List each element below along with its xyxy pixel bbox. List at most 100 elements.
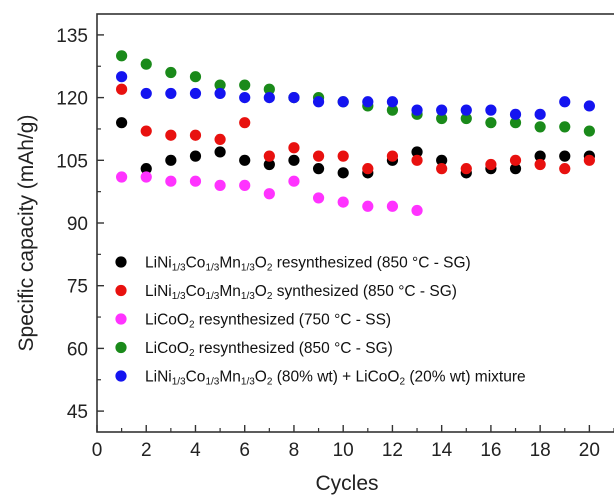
- data-point: [337, 150, 349, 162]
- data-point: [263, 188, 275, 200]
- y-tick-label: 60: [67, 339, 88, 360]
- x-tick-label: 2: [141, 440, 152, 461]
- data-point: [140, 163, 152, 175]
- data-point: [239, 179, 251, 191]
- y-tick-label: 45: [67, 402, 88, 423]
- data-point: [362, 200, 374, 212]
- data-point: [583, 154, 595, 166]
- data-point: [263, 150, 275, 162]
- data-point: [559, 163, 571, 175]
- data-point: [312, 192, 325, 204]
- data-point: [386, 150, 399, 162]
- y-axis-title: Specific capacity (mAh/g): [15, 115, 38, 352]
- data-point: [411, 146, 423, 158]
- data-point: [386, 96, 399, 108]
- data-point: [436, 112, 448, 125]
- data-point: [140, 87, 152, 100]
- data-point: [312, 163, 325, 175]
- data-point: [165, 66, 177, 79]
- x-tick-label: 18: [530, 440, 551, 461]
- legend-label: LiNi1/3Co1/3Mn1/3O2 (80% wt) + LiCoO2 (2…: [145, 369, 526, 388]
- data-point: [534, 108, 546, 120]
- data-point: [534, 121, 546, 133]
- data-point: [534, 158, 546, 171]
- data-point: [165, 175, 177, 187]
- data-point: [362, 163, 374, 175]
- data-point: [509, 117, 522, 129]
- data-point: [583, 125, 595, 137]
- data-point: [559, 121, 571, 133]
- series-3: [116, 171, 423, 217]
- data-point: [116, 117, 128, 129]
- data-point: [263, 92, 275, 104]
- data-point: [165, 129, 177, 141]
- data-point: [288, 175, 300, 187]
- data-point: [559, 96, 571, 108]
- series-5: [116, 71, 595, 120]
- x-tick-label: 20: [579, 440, 600, 461]
- y-tick-label: 120: [56, 89, 88, 110]
- data-point: [460, 104, 472, 116]
- data-point: [116, 83, 128, 95]
- x-tick-label: 10: [333, 440, 354, 461]
- y-tick-label: 135: [56, 26, 88, 47]
- x-tick-label: 8: [289, 440, 300, 461]
- data-point: [436, 163, 448, 175]
- data-point: [189, 71, 202, 83]
- data-point: [460, 163, 472, 175]
- data-point: [583, 100, 595, 112]
- legend-label: LiNi1/3Co1/3Mn1/3O2 resynthesized (850 °…: [145, 255, 471, 274]
- legend-label: LiCoO2 resynthesized (750 °C - SS): [145, 312, 391, 331]
- data-point: [189, 150, 202, 162]
- data-point: [337, 167, 349, 179]
- legend-marker: [115, 284, 127, 297]
- x-tick-label: 4: [190, 440, 201, 461]
- data-point: [116, 171, 128, 183]
- data-point: [386, 104, 399, 116]
- data-point: [485, 104, 497, 116]
- data-point: [239, 92, 251, 104]
- data-point: [214, 87, 226, 100]
- data-point: [263, 158, 275, 171]
- data-point: [214, 179, 226, 191]
- legend: LiNi1/3Co1/3Mn1/3O2 resynthesized (850 °…: [115, 255, 526, 388]
- legend-marker: [115, 341, 127, 354]
- x-axis: 0 2 4 6 8 10 12 14 16 18 20: [92, 425, 614, 461]
- data-point: [214, 133, 226, 145]
- legend-label: LiNi1/3Co1/3Mn1/3O2 synthesized (850 °C …: [145, 283, 457, 302]
- y-tick-label: 90: [67, 214, 88, 235]
- data-point: [386, 200, 399, 212]
- data-point: [288, 92, 300, 104]
- data-point: [214, 146, 226, 158]
- data-point: [509, 163, 522, 175]
- data-point: [140, 58, 152, 70]
- data-point: [337, 96, 349, 108]
- data-point: [559, 150, 571, 162]
- data-point: [411, 104, 423, 116]
- x-axis-title: Cycles: [315, 472, 378, 495]
- y-tick-label: 105: [56, 151, 88, 172]
- x-tick-label: 0: [92, 440, 103, 461]
- data-point: [312, 150, 325, 162]
- legend-marker: [115, 370, 127, 382]
- data-point: [460, 112, 472, 125]
- data-point: [509, 108, 522, 120]
- data-point: [165, 87, 177, 100]
- data-point: [189, 87, 202, 100]
- series-1: [116, 117, 595, 179]
- data-point: [288, 142, 300, 154]
- data-point: [534, 150, 546, 162]
- data-point: [485, 158, 497, 171]
- data-point: [239, 79, 251, 91]
- data-point: [312, 96, 325, 108]
- data-point: [140, 125, 152, 137]
- data-point: [362, 96, 374, 108]
- data-point: [165, 154, 177, 166]
- data-point: [263, 83, 275, 95]
- data-point: [436, 154, 448, 166]
- data-point: [239, 117, 251, 129]
- legend-marker: [115, 313, 127, 325]
- legend-marker: [115, 256, 127, 268]
- x-tick-label: 12: [382, 440, 403, 461]
- x-tick-label: 6: [239, 440, 250, 461]
